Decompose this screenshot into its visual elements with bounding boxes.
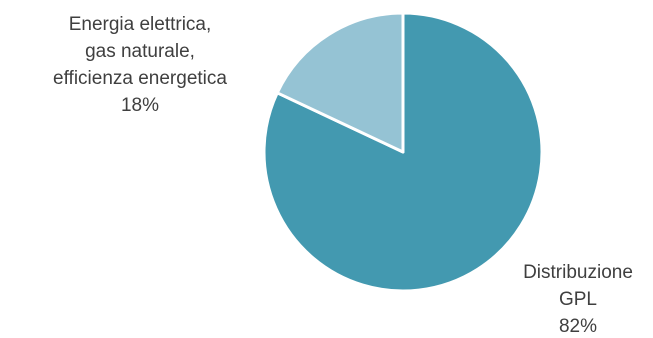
slice-name-line: efficienza energetica xyxy=(53,68,227,89)
slice-name-line: GPL xyxy=(559,289,597,310)
pie-labels: Distribuzione GPL 82% Energia elettrica, gas… xyxy=(53,14,633,337)
slice-name-line: Energia elettrica, xyxy=(69,14,212,35)
slice-percent-label: 18% xyxy=(121,95,159,116)
pie-slices xyxy=(262,11,544,293)
slice-percent-label: 82% xyxy=(559,316,597,337)
pie-slice-2 xyxy=(275,11,405,154)
slice-label-1: Distribuzione GPL 82% xyxy=(523,262,633,337)
slice-name-line: Distribuzione xyxy=(523,262,633,283)
slice-label-2: Energia elettrica, gas naturale, efficienz… xyxy=(53,14,227,116)
pie-slice-1 xyxy=(262,11,544,293)
slice-name-line: gas naturale, xyxy=(85,41,195,62)
